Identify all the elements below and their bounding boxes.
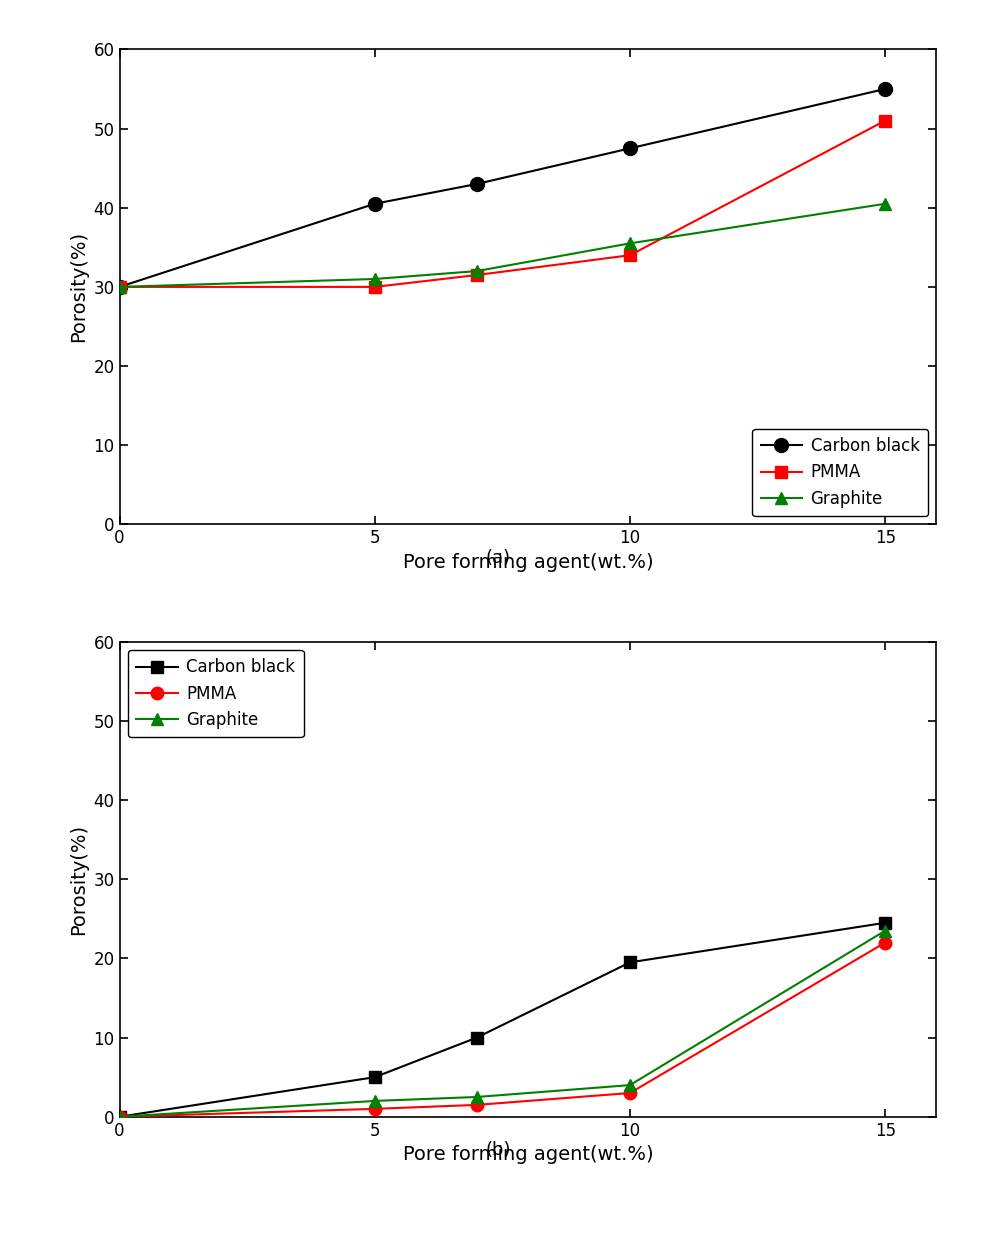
Text: (a): (a) [485,549,511,568]
Carbon black [471,1030,483,1045]
Legend: Carbon black, PMMA, Graphite: Carbon black, PMMA, Graphite [127,650,304,738]
Y-axis label: Porosity(%): Porosity(%) [69,823,88,935]
Line: Carbon black: Carbon black [114,917,891,1123]
PMMA [369,280,380,295]
Carbon black [114,1109,125,1124]
PMMA [623,1086,635,1101]
Y-axis label: Porosity(%): Porosity(%) [69,231,88,343]
X-axis label: Pore forming agent(wt.%): Pore forming agent(wt.%) [402,1145,653,1164]
Graphite [369,1093,380,1108]
Text: (b): (b) [485,1141,511,1160]
Carbon black [114,280,125,295]
Line: PMMA: PMMA [114,115,891,294]
PMMA [114,1109,125,1124]
Carbon black [623,955,635,970]
Carbon black [471,176,483,191]
Graphite [879,923,891,938]
Graphite [879,196,891,211]
PMMA [471,1097,483,1112]
Graphite [471,1090,483,1104]
PMMA [623,248,635,263]
Graphite [369,271,380,286]
Carbon black [879,81,891,96]
Line: Carbon black: Carbon black [113,81,892,294]
Graphite [623,236,635,251]
Carbon black [369,196,380,211]
Graphite [114,280,125,295]
PMMA [471,268,483,283]
Graphite [114,1109,125,1124]
PMMA [879,935,891,950]
Legend: Carbon black, PMMA, Graphite: Carbon black, PMMA, Graphite [752,428,928,516]
PMMA [369,1102,380,1117]
PMMA [114,280,125,295]
Line: Graphite: Graphite [114,197,891,294]
Line: Graphite: Graphite [114,924,891,1123]
PMMA [879,114,891,128]
Carbon black [623,141,635,155]
Carbon black [369,1070,380,1085]
Graphite [623,1077,635,1092]
X-axis label: Pore forming agent(wt.%): Pore forming agent(wt.%) [402,553,653,571]
Carbon black [879,916,891,930]
Graphite [471,264,483,279]
Line: PMMA: PMMA [114,937,891,1123]
